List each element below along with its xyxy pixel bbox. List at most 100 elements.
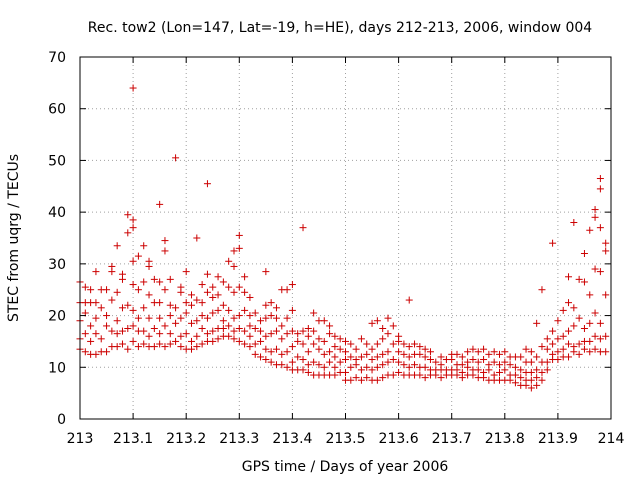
data-point [235, 231, 243, 239]
data-point [331, 363, 339, 371]
data-point [533, 381, 541, 389]
data-point [246, 332, 254, 340]
data-point [495, 368, 503, 376]
data-point [172, 154, 180, 162]
data-point [347, 376, 355, 384]
data-point [214, 273, 222, 281]
data-point [299, 356, 307, 364]
x-tick-label: 213.2 [166, 431, 206, 447]
data-point [395, 358, 403, 366]
y-tick-label: 40 [48, 205, 66, 221]
data-point [172, 304, 180, 312]
data-point [400, 350, 408, 358]
data-point [251, 309, 259, 317]
data-point [559, 332, 567, 340]
data-point [288, 281, 296, 289]
data-point [124, 211, 132, 219]
data-point [81, 330, 89, 338]
data-point [421, 345, 429, 353]
data-point [129, 216, 137, 224]
data-point [118, 270, 126, 278]
data-point [272, 314, 280, 322]
data-point [92, 350, 100, 358]
data-point [246, 343, 254, 351]
data-point [320, 350, 328, 358]
data-point [474, 366, 482, 374]
data-point [575, 350, 583, 358]
data-point [156, 314, 164, 322]
data-point [373, 376, 381, 384]
data-point [501, 348, 509, 356]
data-point [458, 368, 466, 376]
data-point [246, 312, 254, 320]
data-point [87, 286, 95, 294]
data-point [580, 250, 588, 258]
data-point [129, 306, 137, 314]
data-point [129, 322, 137, 330]
data-point [134, 314, 142, 322]
data-point [177, 343, 185, 351]
data-point [352, 356, 360, 364]
data-point [570, 322, 578, 330]
data-point [511, 371, 519, 379]
data-point [517, 353, 525, 361]
data-point [235, 283, 243, 291]
data-point [326, 348, 334, 356]
data-point [591, 206, 599, 214]
data-point [267, 358, 275, 366]
data-point [379, 325, 387, 332]
data-point [379, 335, 387, 343]
data-point [97, 304, 105, 312]
data-point [570, 304, 578, 312]
data-point [198, 312, 206, 320]
data-point [193, 317, 201, 325]
data-point [405, 353, 413, 361]
data-point [591, 345, 599, 353]
data-point [580, 278, 588, 286]
data-point [214, 291, 222, 299]
data-point [373, 317, 381, 325]
data-point [538, 286, 546, 294]
y-tick-label: 20 [48, 309, 66, 325]
data-point [241, 306, 249, 314]
y-tick-label: 30 [48, 257, 66, 273]
data-point [310, 340, 318, 348]
data-point [533, 353, 541, 361]
data-point [81, 283, 89, 291]
data-point [140, 278, 148, 286]
data-point [188, 291, 196, 299]
data-point [267, 330, 275, 338]
data-point [310, 309, 318, 317]
data-point [580, 345, 588, 353]
data-point [490, 348, 498, 356]
data-point [92, 299, 100, 307]
data-point [405, 343, 413, 351]
data-points [76, 84, 610, 392]
data-point [596, 175, 604, 183]
data-point [283, 348, 291, 356]
data-point [272, 327, 280, 335]
y-tick-labels: 0 10 20 30 40 50 60 70 [48, 50, 66, 428]
data-point [342, 356, 349, 364]
data-point [421, 374, 429, 382]
data-point [283, 286, 291, 294]
data-point [384, 358, 392, 366]
data-point [395, 332, 403, 340]
data-point [124, 345, 132, 353]
data-point [379, 350, 387, 358]
data-point [580, 325, 588, 332]
chart-title: Rec. tow2 (Lon=147, Lat=-19, h=HE), days… [88, 20, 592, 36]
data-point [129, 257, 137, 265]
data-point [124, 229, 132, 237]
data-point [257, 353, 265, 361]
data-point [336, 345, 344, 353]
data-point [283, 363, 291, 371]
data-point [527, 368, 535, 376]
data-point [267, 312, 275, 320]
data-point [262, 332, 270, 340]
data-point [315, 335, 323, 343]
data-point [591, 309, 599, 317]
y-tick-label: 0 [57, 412, 66, 428]
data-point [230, 314, 238, 322]
